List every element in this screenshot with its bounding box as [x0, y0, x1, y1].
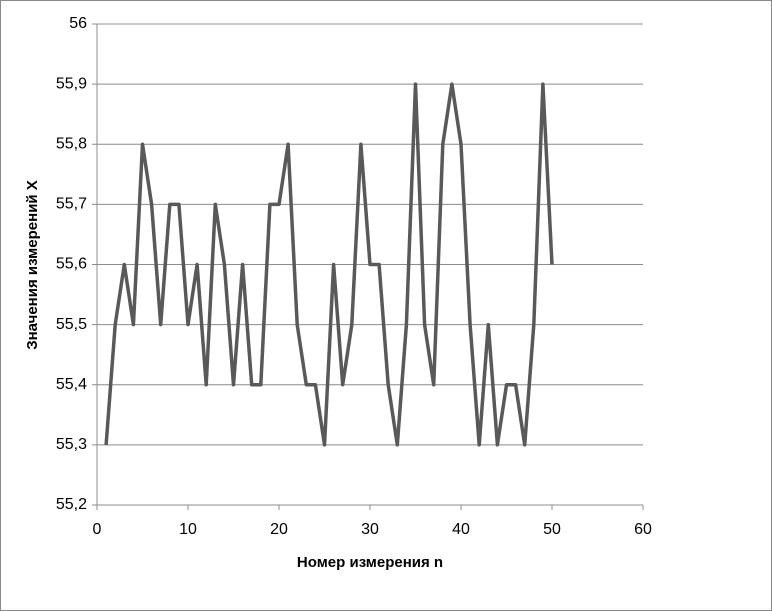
y-tick-label: 55,8 — [56, 135, 87, 152]
x-tick-label: 60 — [634, 521, 652, 538]
x-tick-label: 20 — [270, 521, 288, 538]
y-tick-label: 55,2 — [56, 496, 87, 513]
x-tick-label: 50 — [543, 521, 561, 538]
x-tick-label: 40 — [452, 521, 470, 538]
y-tick-label: 55,6 — [56, 256, 87, 273]
x-tick-label: 10 — [179, 521, 197, 538]
y-tick-label: 55,7 — [56, 196, 87, 213]
y-axis-title: Значения измерений X — [24, 180, 41, 350]
x-axis-title: Номер измерения n — [297, 554, 443, 571]
y-tick-label: 55,4 — [56, 376, 87, 393]
data-line — [104, 82, 554, 447]
y-tick-label: 55,9 — [56, 75, 87, 92]
y-tick-label: 55,5 — [56, 316, 87, 333]
x-tick-label: 30 — [361, 521, 379, 538]
x-tick-label: 0 — [93, 521, 102, 538]
y-tick-label: 56 — [69, 15, 87, 32]
y-tick-label: 55,3 — [56, 436, 87, 453]
